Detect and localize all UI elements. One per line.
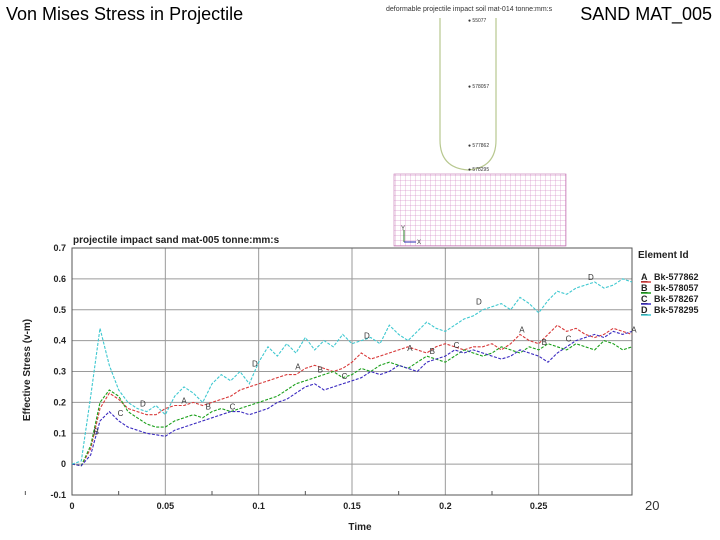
x-tick-label: 0.15 (343, 501, 361, 511)
y-tick-label: 0.2 (53, 397, 66, 407)
point-label-b: B (206, 403, 211, 412)
point-label-b: B (94, 427, 99, 436)
series-lines (71, 278, 633, 467)
series-line-c (71, 330, 633, 467)
node-label-1: ● 55077 (468, 18, 487, 24)
point-label-d: D (140, 400, 146, 409)
y-tick-label: 0.5 (53, 305, 66, 315)
slide-title: Von Mises Stress in Projectile (6, 4, 244, 24)
point-label-c: C (454, 341, 460, 350)
legend-entry-a: Bk-577862 (654, 272, 699, 282)
point-label-b: B (318, 366, 323, 375)
triad-y-label: Y (401, 226, 405, 232)
legend-entry-d: Bk-578295 (654, 305, 699, 315)
legend-marker-d: D (641, 305, 648, 315)
slide-right-label: SAND MAT_005 (580, 4, 712, 24)
chart-title: projectile impact sand mat-005 tonne:mm:… (73, 235, 280, 246)
x-tick-label: 0.05 (157, 501, 175, 511)
legend: Element Id A Bk-577862 B Bk-578057 C Bk-57826… (638, 250, 699, 316)
page-number: 20 (645, 498, 660, 513)
x-tick-label: 0.2 (439, 501, 452, 511)
point-label-d: D (364, 332, 370, 341)
sand-mesh (393, 173, 567, 247)
point-label-a: A (181, 396, 187, 405)
legend-marker-a: A (641, 272, 648, 282)
point-label-d: D (588, 273, 594, 282)
grid (24, 247, 632, 496)
series-line-b (71, 339, 633, 467)
point-label-b: B (542, 338, 547, 347)
legend-marker-c: C (641, 294, 648, 304)
x-tick-label: 0 (69, 501, 74, 511)
triad-x-label: X (417, 240, 421, 246)
x-tick-label: 0.25 (530, 501, 548, 511)
plot-border (71, 247, 633, 496)
point-label-a: A (295, 363, 301, 372)
node-label-4: ● 578295 (468, 167, 489, 173)
series-markers: A A A A A B B B B B C C C C C D D D D D (94, 273, 638, 436)
x-tick-label: 0.1 (252, 501, 265, 511)
plot-frame (71, 247, 633, 496)
inset-title: deformable projectile impact soil mat-01… (386, 6, 553, 13)
y-tick-label: 0.1 (53, 428, 66, 438)
axis-triad: Y X (401, 226, 421, 246)
point-label-c: C (118, 409, 124, 418)
y-tick-label: -0.1 (50, 490, 66, 500)
point-label-c: C (342, 372, 348, 381)
y-tick-label: 0.4 (53, 336, 66, 346)
stress-time-chart: 0 0.05 0.1 0.15 0.2 0.25-0.100.10.20.30.40.50… (22, 235, 699, 533)
node-label-3: ● 577862 (468, 143, 489, 149)
legend-entry-b: Bk-578057 (654, 283, 699, 293)
x-axis-label: Time (348, 522, 372, 533)
tick-labels: 0 0.05 0.1 0.15 0.2 0.25-0.100.10.20.30.40.50… (50, 243, 547, 511)
series-line-a (71, 324, 633, 467)
projectile-mesh-inset: deformable projectile impact soil mat-01… (386, 6, 567, 247)
point-label-a: A (407, 344, 413, 353)
y-tick-label: 0.3 (53, 367, 66, 377)
point-label-a: A (519, 325, 525, 334)
legend-marker-b: B (641, 283, 648, 293)
y-axis-label: Effective Stress (v-m) (22, 319, 33, 421)
projectile-outline (439, 18, 497, 171)
point-label-c: C (230, 403, 236, 412)
point-label-d: D (476, 298, 482, 307)
point-label-d: D (252, 359, 258, 368)
point-label-c: C (566, 335, 572, 344)
node-label-2: ● 578057 (468, 84, 489, 90)
legend-entry-c: Bk-578267 (654, 294, 699, 304)
legend-title: Element Id (638, 250, 689, 261)
point-label-a: A (631, 325, 637, 334)
y-tick-label: 0.6 (53, 274, 66, 284)
point-label-b: B (430, 347, 435, 356)
y-tick-label: 0 (61, 459, 66, 469)
y-tick-label: 0.7 (53, 243, 66, 253)
